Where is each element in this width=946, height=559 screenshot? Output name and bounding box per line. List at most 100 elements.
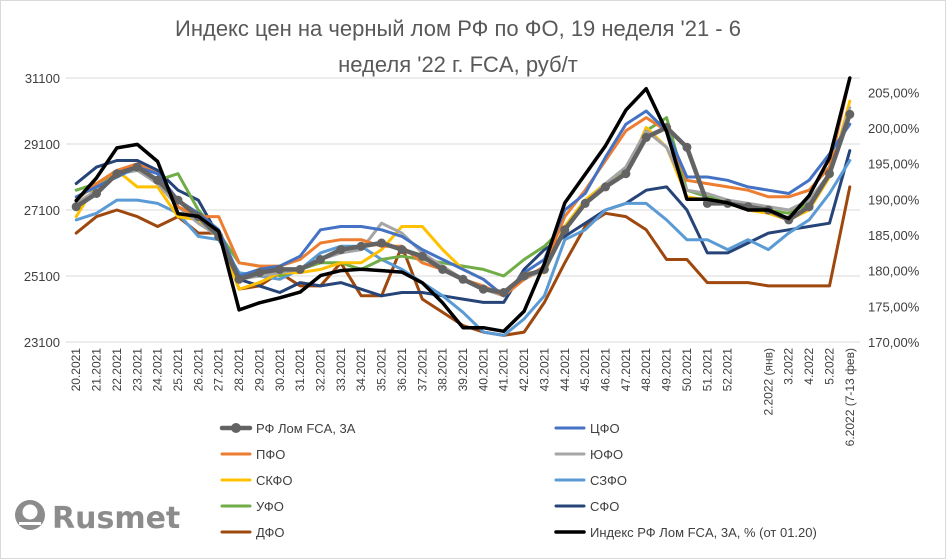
series-point [92,189,102,198]
x-tick-label: 27.2021 [212,348,226,392]
x-tick-label: 41.2021 [497,348,511,392]
x-tick-label: 39.2021 [456,348,470,392]
series-point [153,175,163,185]
series-point [295,264,305,274]
y-right-tick-label: 185,00% [868,228,920,243]
legend-label: СЗФО [590,473,627,488]
x-tick-label: 38.2021 [436,348,450,392]
x-tick-label: 33.2021 [334,348,348,392]
legend: РФ Лом FCA, 3А ЦФО ПФО ЮФО СКФО СЗФО УФО СФО ДФО… [219,421,817,540]
x-tick-label: 49.2021 [660,348,674,392]
rusmet-logo-text: Rusmet [52,501,180,536]
series-point [377,238,387,248]
series-point [458,274,468,284]
x-tick-label: 25.2021 [171,348,185,392]
rusmet-logo-icon [15,500,45,530]
x-tick-label: 24.2021 [151,348,165,392]
series-point [112,169,122,179]
legend-label: Индекс РФ Лом FCA, 3А, % (от 01.20) [590,525,817,540]
legend-label: РФ Лом FCA, 3А [256,421,356,436]
x-tick-label: 47.2021 [619,348,633,392]
x-tick-label: 44.2021 [558,348,572,392]
x-tick-label: 51.2021 [700,348,714,392]
y-right-tick-label: 205,00% [868,85,920,100]
y-left-tick-label: 25100 [24,269,60,284]
series-point [275,264,285,274]
chart-title-line2: неделя '22 г. FCA, руб/т [338,52,578,77]
chart-title-line1: Индекс цен на черный лом РФ по ФО, 19 не… [175,16,741,41]
series-point [173,195,183,205]
x-tick-label: 3.2022 [782,348,796,385]
y-right-tick-label: 190,00% [868,192,920,207]
series-point [519,271,529,281]
x-tick-label: 30.2021 [273,348,287,392]
x-tick-label: 4.2022 [802,348,816,385]
series-line-5 [74,159,852,337]
x-axis: 20.2021 21.2021 22.2021 23.2021 24.2021 25.20… [69,348,857,447]
x-tick-label: 20.2021 [69,348,83,392]
y-right-tick-label: 200,00% [868,121,920,136]
y-axis-right: 170,00% 175,00% 180,00% 185,00% 190,00% 195,0… [868,85,920,350]
series-point [336,245,346,255]
x-tick-label: 21.2021 [90,348,104,392]
series-point [560,225,570,235]
y-left-tick-label: 27100 [24,203,60,218]
x-tick-label: 40.2021 [476,348,490,392]
series-point [824,169,834,179]
x-tick-label: 42.2021 [517,348,531,392]
series-point [499,288,509,297]
x-tick-label: 45.2021 [578,348,592,392]
x-tick-label: 32.2021 [313,348,327,392]
x-tick-label: 22.2021 [110,348,124,392]
series-point [315,255,325,264]
x-tick-label: 46.2021 [599,348,613,392]
x-tick-label: 52.2021 [721,348,735,392]
series-point [356,241,366,251]
y-left-tick-label: 23100 [24,335,60,350]
series-point [845,109,855,119]
x-tick-label: 36.2021 [395,348,409,392]
series-point [417,251,427,261]
series-point [254,268,264,278]
series-point [601,182,611,192]
series-point [438,264,448,274]
series-point [682,142,692,152]
series-point [621,169,631,179]
x-tick-label: 50.2021 [680,348,694,392]
legend-label: ЮФО [590,447,623,462]
x-tick-label: 43.2021 [537,348,551,392]
x-tick-label: 48.2021 [639,348,653,392]
x-tick-label: 6.2022 (7-13 фев) [843,348,857,446]
x-tick-label: 37.2021 [415,348,429,392]
series-point [397,245,407,255]
y-left-tick-label: 31100 [25,71,60,86]
series-point [804,202,814,212]
series-point [234,274,244,284]
legend-label: ДФО [256,525,285,540]
series-point [132,162,142,172]
x-tick-label: 29.2021 [252,348,266,392]
rusmet-logo: Rusmet [15,500,180,536]
series-line-1 [74,109,852,298]
legend-label: ЦФО [590,421,620,436]
y-right-tick-label: 175,00% [868,299,920,314]
legend-label: ПФО [256,447,285,462]
x-tick-label: 26.2021 [191,348,205,392]
y-right-tick-label: 195,00% [868,157,920,172]
x-tick-label: 2.2022 (янв) [761,348,775,416]
series-line-6 [74,112,852,278]
x-tick-label: 35.2021 [375,348,389,392]
y-right-tick-label: 180,00% [868,264,920,279]
x-tick-label: 34.2021 [354,348,368,392]
series-line-2 [74,76,852,298]
y-axis-left: 23100 25100 27100 29100 31100 [24,71,60,350]
x-tick-label: 31.2021 [293,348,307,392]
series-point [641,132,651,142]
series-line-7 [74,149,852,304]
legend-label: УФО [256,499,284,514]
x-tick-label: 23.2021 [130,348,144,392]
series-lines [71,76,855,337]
legend-label: СКФО [256,473,293,488]
